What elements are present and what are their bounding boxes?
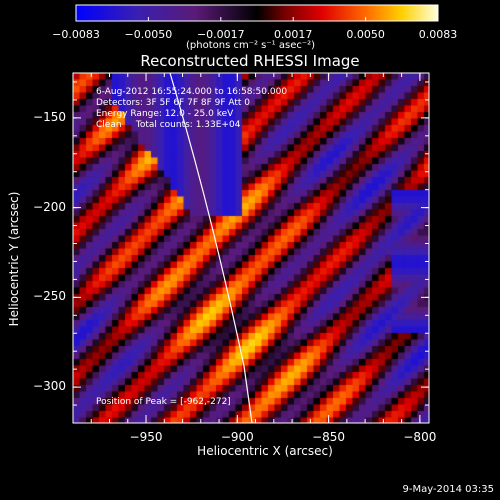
annotation-detectors: Detectors: 3F 5F 6F 7F 8F 9F Att 0 (96, 98, 251, 108)
y-tick-label: −300 (33, 379, 66, 394)
axes-box (72, 72, 430, 424)
colorbar-tick-label: −0.0050 (124, 28, 173, 41)
colorbar-gradient (75, 4, 439, 22)
solar-limb-line (169, 72, 253, 424)
colorbar-tick-label: 0.0050 (346, 28, 385, 41)
x-tick-label: −950 (129, 430, 163, 444)
footer-timestamp: 9-May-2014 03:35 (402, 484, 494, 495)
y-tick-label: −150 (33, 109, 66, 124)
annotation-time-range: 6-Aug-2012 16:55:24.000 to 16:58:50.000 (96, 87, 288, 97)
colorbar-tick-label: −0.0017 (196, 28, 245, 41)
y-axis-label: Heliocentric Y (arcsec) (7, 191, 21, 327)
x-tick-label: −900 (220, 430, 254, 444)
colorbar-units: (photons cm⁻² s⁻¹ asec⁻²) (186, 40, 316, 51)
x-tick-label: −850 (312, 430, 346, 444)
y-tick-label: −250 (33, 289, 66, 304)
colorbar-tick-label: 0.0017 (273, 28, 313, 41)
colorbar (75, 4, 439, 22)
annotation-clean-counts: Clean Total counts: 1.33E+04 (96, 120, 241, 130)
x-axis-label: Heliocentric X (arcsec) (197, 444, 333, 458)
colorbar-tick-label: 0.0083 (418, 28, 458, 41)
annotation-energy-range: Energy Range: 12.0 - 25.0 keV (96, 109, 234, 119)
heatmap-image (73, 73, 429, 423)
x-tick-label: −800 (403, 430, 437, 444)
chart-title: Reconstructed RHESSI Image (140, 52, 360, 70)
colorbar-tick-label: −0.0083 (52, 28, 100, 41)
annotation-peak-position: Position of Peak = [-962,-272] (96, 397, 231, 407)
y-tick-label: −200 (33, 199, 66, 214)
